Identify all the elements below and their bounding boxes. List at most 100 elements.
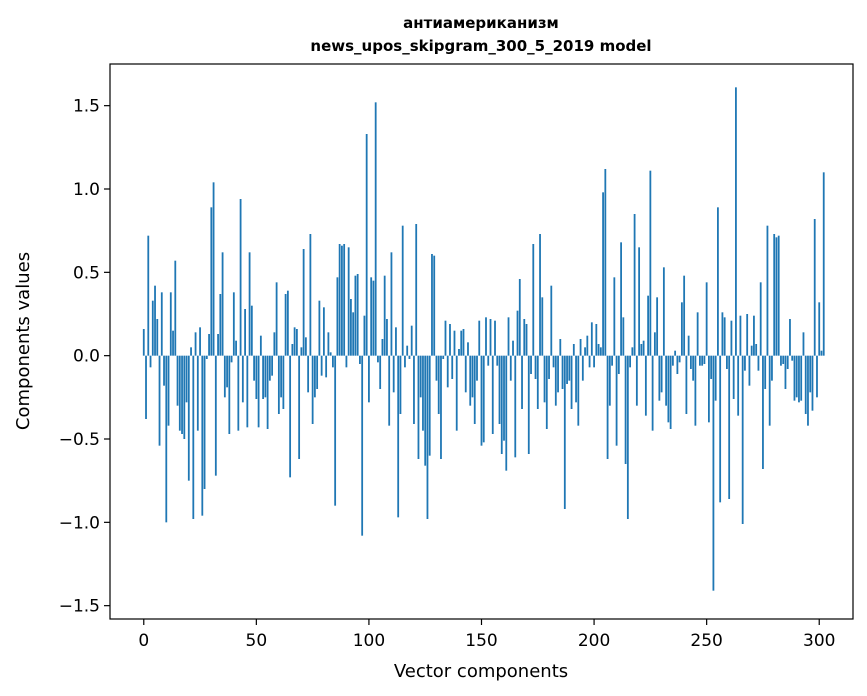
bar <box>241 355 244 403</box>
bar <box>701 355 704 366</box>
bar <box>440 355 442 459</box>
bar <box>617 355 620 374</box>
bar <box>606 355 609 459</box>
bar <box>325 355 328 378</box>
bar <box>379 355 382 389</box>
bar <box>178 355 181 431</box>
bar <box>163 355 165 386</box>
bar <box>291 344 294 356</box>
bar <box>239 199 242 356</box>
bar <box>635 355 638 406</box>
bar <box>557 355 559 393</box>
bar <box>719 355 722 503</box>
bar <box>273 332 276 356</box>
bar <box>503 355 505 441</box>
bar <box>665 355 668 406</box>
bar <box>703 355 706 364</box>
bar <box>660 355 663 393</box>
bar <box>160 292 163 356</box>
bar <box>217 334 219 356</box>
bar <box>487 355 490 366</box>
bar <box>516 310 519 356</box>
bar <box>757 355 760 371</box>
bar <box>219 294 222 356</box>
y-tick-label: 1.0 <box>73 180 100 200</box>
bar <box>149 355 152 368</box>
bar <box>390 252 393 356</box>
bar <box>662 267 665 356</box>
bar <box>667 355 670 423</box>
bar <box>746 314 749 356</box>
bar <box>651 355 654 431</box>
bar <box>370 277 373 356</box>
bar <box>473 355 476 424</box>
bar <box>210 207 213 356</box>
bar <box>415 224 418 356</box>
bar <box>295 329 298 356</box>
bar <box>680 302 683 356</box>
bar <box>145 355 147 419</box>
bar <box>271 355 274 376</box>
bar <box>687 335 690 356</box>
bar <box>653 332 656 356</box>
bar <box>406 345 409 356</box>
bar <box>599 347 602 356</box>
bar <box>257 355 260 428</box>
bar <box>205 355 208 359</box>
bar <box>744 355 746 371</box>
bar <box>237 355 240 431</box>
bar <box>280 355 283 398</box>
bar <box>775 237 778 356</box>
bar <box>485 317 487 356</box>
bar <box>282 355 285 409</box>
x-tick-label: 50 <box>246 631 268 651</box>
bar <box>345 355 348 368</box>
bar <box>158 355 161 446</box>
bar <box>464 355 467 393</box>
bar <box>226 355 228 388</box>
bar <box>214 355 217 476</box>
bar <box>539 234 541 356</box>
bar <box>692 355 695 381</box>
x-tick-label: 200 <box>578 631 610 651</box>
bar <box>638 247 641 356</box>
bar <box>196 355 199 431</box>
bar <box>262 355 264 399</box>
bar <box>248 252 251 356</box>
bar <box>791 355 794 361</box>
bar <box>480 355 483 446</box>
bar <box>611 355 613 366</box>
bar <box>586 335 589 356</box>
bar <box>302 249 305 356</box>
bar <box>820 350 823 356</box>
bar <box>748 355 751 386</box>
bar <box>507 317 510 356</box>
chart-subtitle: news_upos_skipgram_300_5_2019 model <box>310 37 651 55</box>
bar <box>550 285 553 356</box>
bar <box>392 355 395 393</box>
bar <box>446 355 449 388</box>
bar <box>572 344 575 356</box>
bar <box>608 355 611 406</box>
y-tick-label: −1.5 <box>59 597 100 617</box>
bar <box>789 319 791 356</box>
bar <box>807 355 809 426</box>
bar <box>602 192 604 356</box>
bar <box>705 282 708 356</box>
bar <box>766 225 769 356</box>
x-tick-label: 300 <box>803 631 835 651</box>
bar <box>343 244 346 356</box>
bar <box>208 334 210 356</box>
bar <box>259 335 262 356</box>
y-tick-label: 0.5 <box>73 263 100 283</box>
bar <box>361 355 364 536</box>
bar <box>300 347 303 356</box>
bar <box>685 355 688 414</box>
bar <box>489 319 492 356</box>
bar <box>561 355 564 389</box>
y-axis-label: Components values <box>13 252 34 430</box>
x-tick-label: 250 <box>690 631 722 651</box>
bar <box>730 320 733 356</box>
bar <box>771 355 773 381</box>
bar <box>327 332 330 356</box>
